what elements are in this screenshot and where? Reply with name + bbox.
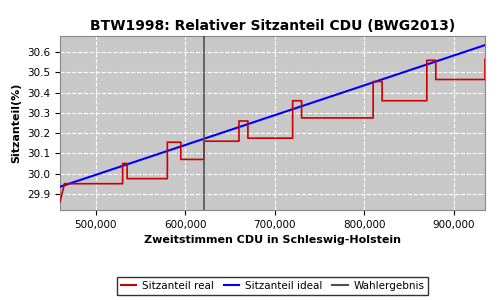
Y-axis label: Sitzanteil(%): Sitzanteil(%) — [12, 83, 22, 163]
Title: BTW1998: Relativer Sitzanteil CDU (BWG2013): BTW1998: Relativer Sitzanteil CDU (BWG20… — [90, 20, 455, 33]
X-axis label: Zweitstimmen CDU in Schleswig-Holstein: Zweitstimmen CDU in Schleswig-Holstein — [144, 235, 401, 245]
Legend: Sitzanteil real, Sitzanteil ideal, Wahlergebnis: Sitzanteil real, Sitzanteil ideal, Wahle… — [116, 277, 428, 295]
